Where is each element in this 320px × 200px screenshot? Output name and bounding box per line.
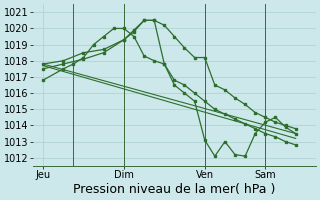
- X-axis label: Pression niveau de la mer( hPa ): Pression niveau de la mer( hPa ): [73, 183, 276, 196]
